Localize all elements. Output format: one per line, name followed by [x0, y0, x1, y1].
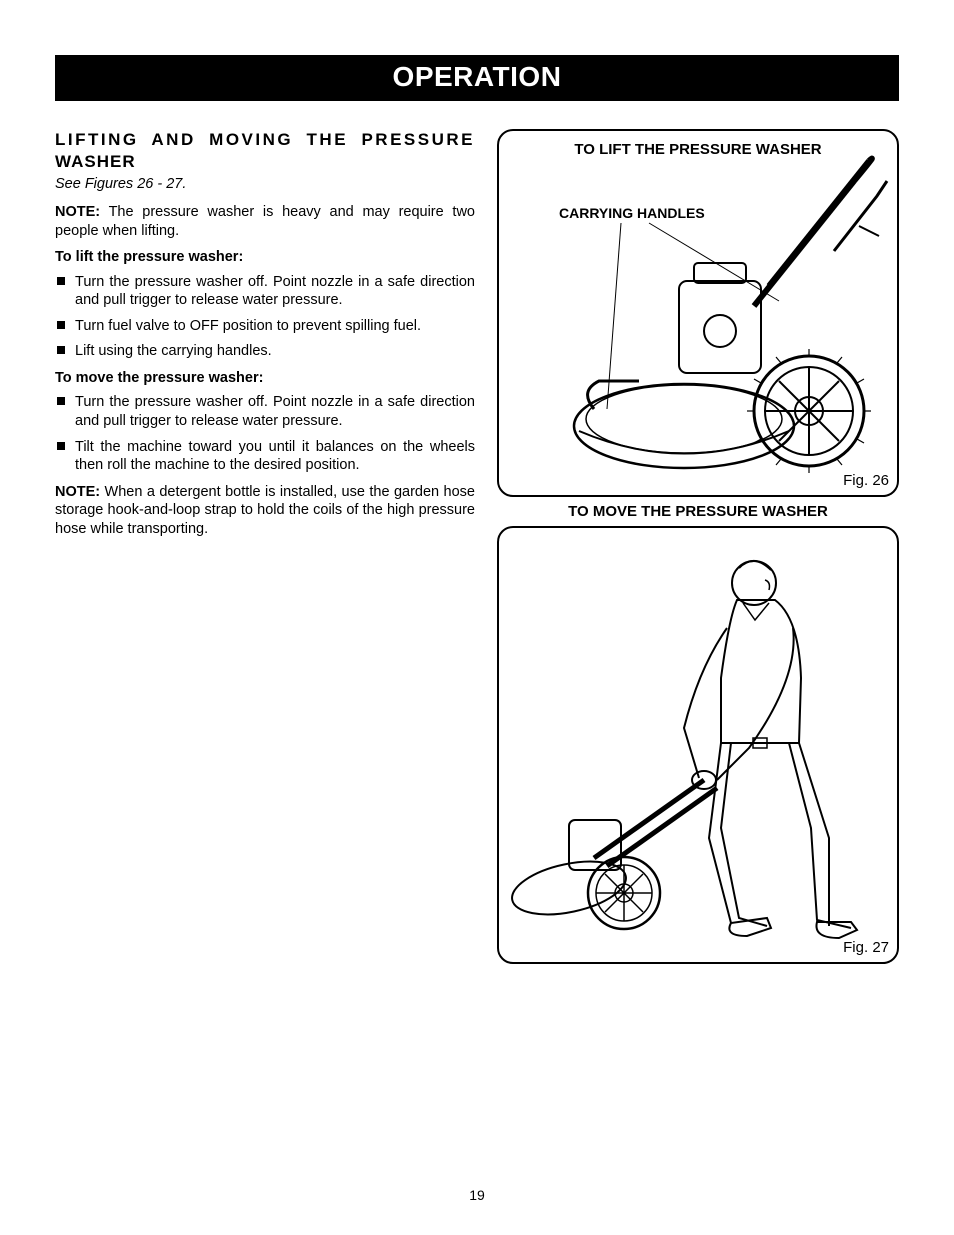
fig26-callout-handles: CARRYING HANDLES	[559, 205, 705, 221]
list-item: Lift using the carrying handles.	[55, 342, 475, 361]
fig26-title: TO LIFT THE PRESSURE WASHER	[499, 141, 897, 158]
subhead-move: To move the pressure washer:	[55, 369, 475, 388]
list-item: Tilt the machine toward you until it bal…	[55, 438, 475, 475]
note-1-label: NOTE:	[55, 204, 100, 220]
lift-list: Turn the pressure washer off. Point nozz…	[55, 273, 475, 361]
note-2: NOTE: When a detergent bottle is install…	[55, 483, 475, 539]
fig27-title: TO MOVE THE PRESSURE WASHER	[497, 503, 899, 520]
figure-27: Fig. 27	[497, 526, 899, 964]
note-1-text: The pressure washer is heavy and may req…	[55, 204, 475, 239]
section-banner: OPERATION	[55, 55, 899, 101]
list-item: Turn the pressure washer off. Point nozz…	[55, 273, 475, 310]
list-item: Turn the pressure washer off. Point nozz…	[55, 393, 475, 430]
subhead-lift: To lift the pressure washer:	[55, 248, 475, 267]
note-2-text: When a detergent bottle is installed, us…	[55, 484, 475, 537]
right-column: TO LIFT THE PRESSURE WASHER CARRYING HAN…	[497, 129, 899, 964]
figure-26: TO LIFT THE PRESSURE WASHER CARRYING HAN…	[497, 129, 899, 497]
list-item: Turn fuel valve to OFF position to preve…	[55, 317, 475, 336]
note-1: NOTE: The pressure washer is heavy and m…	[55, 203, 475, 240]
note-2-label: NOTE:	[55, 484, 100, 500]
fig26-caption: Fig. 26	[843, 472, 889, 489]
heading-line1: LIFTING AND MOVING THE PRESSURE	[55, 129, 475, 151]
fig26-illustration	[499, 131, 897, 497]
page-number: 19	[0, 1187, 954, 1203]
see-figures: See Figures 26 - 27.	[55, 175, 475, 194]
fig27-illustration	[499, 528, 897, 964]
heading-line2: WASHER	[55, 151, 475, 173]
left-column: LIFTING AND MOVING THE PRESSURE WASHER S…	[55, 129, 475, 964]
fig27-caption: Fig. 27	[843, 939, 889, 956]
move-list: Turn the pressure washer off. Point nozz…	[55, 393, 475, 474]
